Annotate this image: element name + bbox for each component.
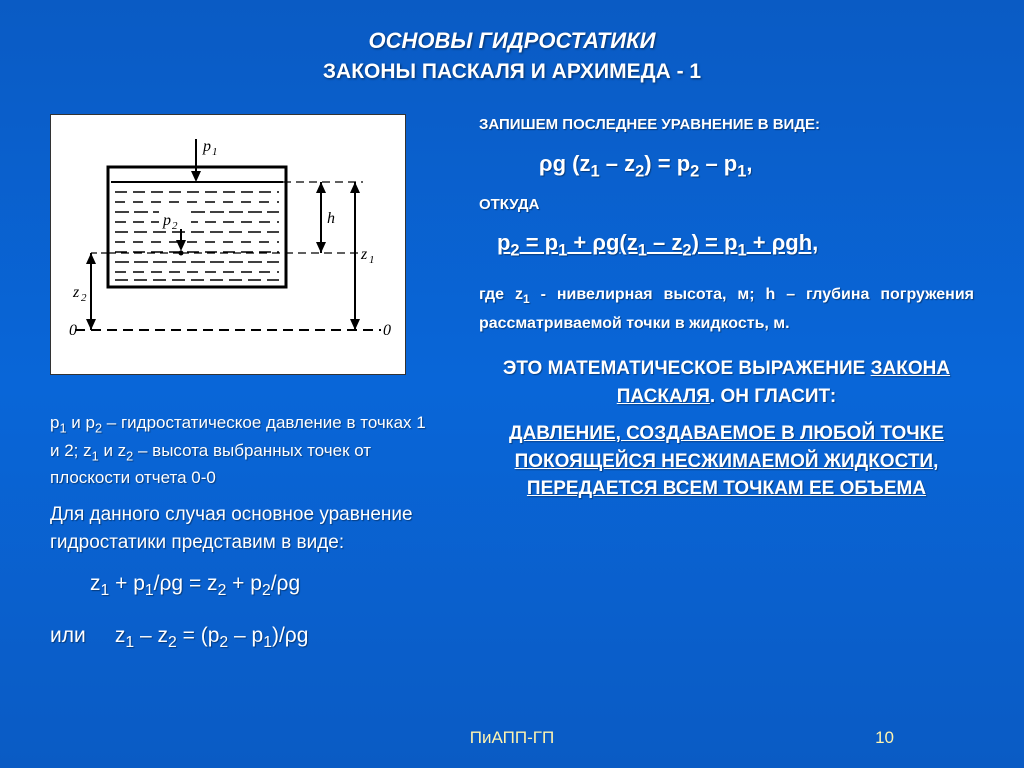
svg-text:z: z <box>72 284 80 301</box>
right-line1: ЗАПИШЕМ ПОСЛЕДНЕЕ УРАВНЕНИЕ В ВИДЕ: <box>479 114 974 137</box>
right-line2: ОТКУДА <box>479 194 974 217</box>
svg-text:p: p <box>202 138 211 155</box>
svg-text:1: 1 <box>212 146 218 158</box>
footer-center: ПиАПП-ГП <box>470 728 554 748</box>
svg-text:h: h <box>327 210 335 227</box>
right-line3: где z1 - нивелирная высота, м; h – глуби… <box>479 281 974 337</box>
svg-text:0: 0 <box>383 322 391 339</box>
pascal-law: ДАВЛЕНИЕ, СОЗДАВАЕМОЕ В ЛЮБОЙ ТОЧКЕ ПОКО… <box>479 420 974 503</box>
svg-text:2: 2 <box>172 220 178 232</box>
left-column: 0 0 <box>50 114 439 655</box>
svg-text:p: p <box>162 212 171 229</box>
page-number: 10 <box>875 728 894 748</box>
equation-1: z1 + p1/ρg = z2 + p2/ρg <box>50 568 439 603</box>
p1-var: p1 <box>50 413 67 432</box>
right-column: ЗАПИШЕМ ПОСЛЕДНЕЕ УРАВНЕНИЕ В ВИДЕ: ρg (… <box>479 114 974 655</box>
pascal-intro: ЭТО МАТЕМАТИЧЕСКОЕ ВЫРАЖЕНИЕ ЗАКОНА ПАСК… <box>479 355 974 410</box>
hydrostatics-diagram: 0 0 <box>50 114 406 375</box>
caption-text: p1 и p2 – гидростатическое давление в то… <box>50 410 439 491</box>
svg-text:2: 2 <box>81 292 87 304</box>
equation-4: p2 = p1 + ρg(z1 – z2) = p1 + ρgh, <box>479 226 974 263</box>
equation-2: или z1 – z2 = (p2 – p1)/ρg <box>50 620 439 655</box>
slide-title-line1: ОСНОВЫ ГИДРОСТАТИКИ <box>50 28 974 54</box>
svg-text:1: 1 <box>369 254 375 266</box>
equation-3: ρg (z1 – z2) = p2 – p1, <box>479 147 974 184</box>
left-para: Для данного случая основное уравнение ги… <box>50 501 439 558</box>
slide-title-line2: ЗАКОНЫ ПАСКАЛЯ И АРХИМЕДА - 1 <box>50 60 974 84</box>
svg-text:z: z <box>360 246 368 263</box>
